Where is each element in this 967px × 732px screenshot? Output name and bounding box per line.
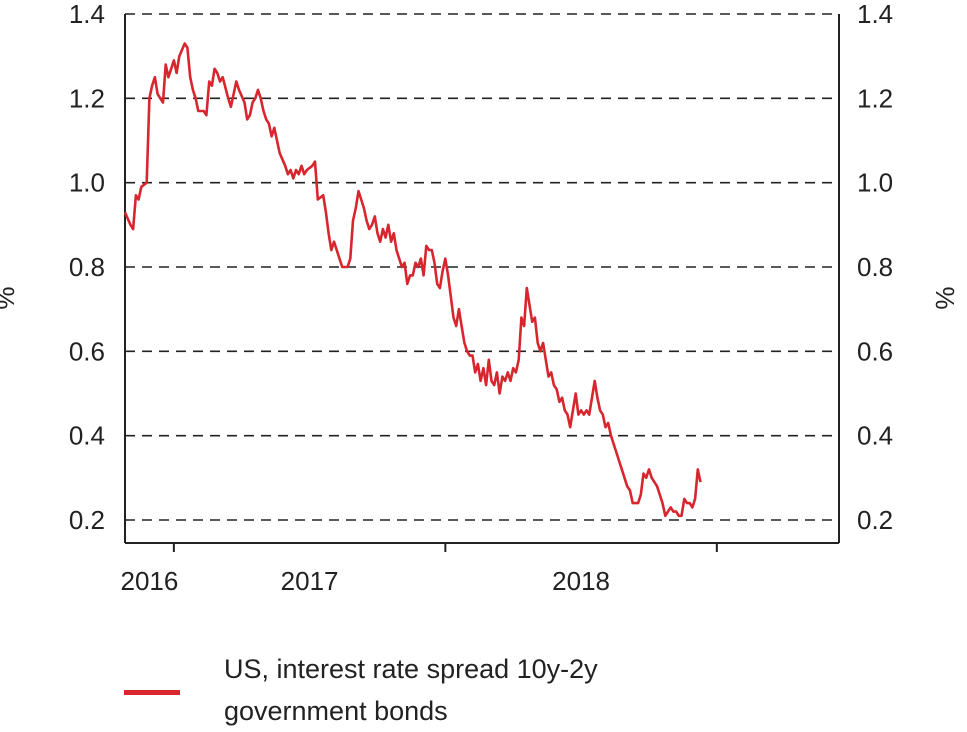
line-chart: 0.2 0.4 0.6 0.8 1.0 1.2 1.4 0.2 0.4 0.6 0.8 1.0 1.2…	[0, 0, 960, 596]
y-tick-label-right: 0.6	[857, 336, 893, 366]
gridlines	[125, 13, 839, 521]
x-ticks: 2016 2017 2018	[121, 543, 718, 596]
y-tick-label-right: 1.4	[857, 0, 893, 29]
y-axis-label-right: %	[930, 286, 960, 309]
y-tick-label-left: 1.4	[69, 0, 105, 29]
legend-label-line1: US, interest rate spread 10y-2y	[224, 654, 598, 684]
y-tick-label-left: 0.2	[69, 505, 105, 535]
y-tick-label-right: 0.4	[857, 421, 893, 451]
legend: US, interest rate spread 10y-2y governme…	[124, 648, 744, 732]
x-tick-label: 2017	[281, 566, 339, 596]
left-y-tick-labels: 0.2 0.4 0.6 0.8 1.0 1.2 1.4	[69, 0, 105, 535]
right-y-tick-labels: 0.2 0.4 0.6 0.8 1.0 1.2 1.4	[857, 0, 893, 535]
series-line-us-spread	[123, 42, 702, 518]
legend-label: US, interest rate spread 10y-2y governme…	[224, 648, 744, 732]
x-tick-label: 2016	[121, 566, 179, 596]
y-tick-label-left: 1.2	[69, 83, 105, 113]
y-tick-label-left: 0.6	[69, 336, 105, 366]
legend-label-line2: government bonds	[224, 696, 448, 726]
y-tick-label-left: 0.4	[69, 421, 105, 451]
legend-swatch	[124, 690, 180, 695]
y-tick-label-right: 0.2	[857, 505, 893, 535]
y-tick-label-left: 1.0	[69, 168, 105, 198]
y-tick-label-right: 1.0	[857, 168, 893, 198]
y-tick-label-right: 1.2	[857, 83, 893, 113]
x-tick-label: 2018	[552, 566, 610, 596]
axes	[124, 14, 840, 544]
y-axis-label-left: %	[0, 286, 20, 309]
y-tick-label-right: 0.8	[857, 252, 893, 282]
y-tick-label-left: 0.8	[69, 252, 105, 282]
